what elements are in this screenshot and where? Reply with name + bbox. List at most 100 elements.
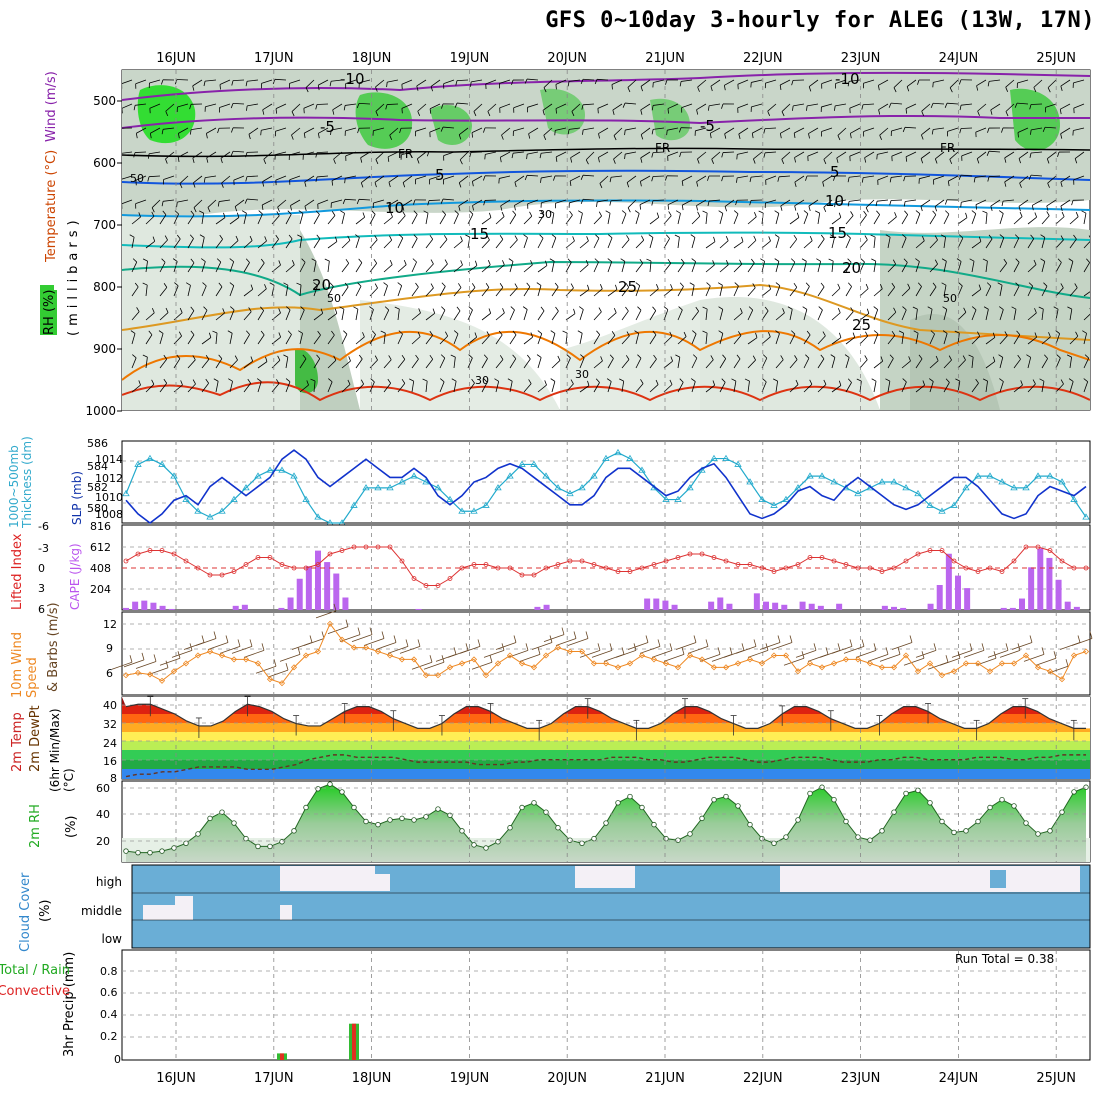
thickness-point — [518, 460, 526, 467]
barb-flag — [999, 234, 1005, 238]
wind-barb — [611, 175, 623, 178]
wind-barb — [929, 214, 937, 225]
wind-barb — [345, 127, 357, 132]
wind-barb — [551, 213, 555, 225]
li-point — [243, 562, 249, 567]
thickness-point — [758, 495, 766, 502]
barb-flag — [598, 157, 600, 163]
wind-barb — [313, 381, 316, 393]
barb-flag — [594, 258, 599, 263]
wind-barb — [262, 199, 273, 206]
barb-flag — [613, 135, 617, 141]
cape-bar — [900, 607, 907, 610]
wind-barb — [215, 261, 222, 273]
thickness-point — [122, 489, 130, 497]
wind-barb — [358, 198, 371, 201]
barb-flag — [1060, 283, 1064, 289]
wind-barb — [752, 127, 763, 134]
barb-flag — [945, 210, 950, 215]
barb-flag — [1086, 258, 1090, 263]
wind-barb — [901, 309, 907, 321]
wind-barb — [921, 103, 931, 112]
wind-barb — [621, 359, 630, 369]
wind-barb — [150, 127, 161, 134]
thk-tick: 584 — [87, 460, 108, 473]
wind-barb — [808, 127, 819, 134]
barb-flag — [306, 380, 309, 386]
precip-tick: 0 — [114, 1053, 121, 1066]
wind-barb — [724, 199, 735, 207]
barb-flag — [648, 234, 654, 238]
wind-barb — [613, 151, 623, 160]
barb-flag — [1019, 182, 1022, 188]
wind-barb — [425, 239, 434, 249]
barb-flag — [609, 200, 612, 206]
wind-barb — [257, 240, 267, 249]
rh-point — [531, 800, 537, 806]
wind-barb — [543, 127, 553, 136]
barb-flag — [330, 129, 332, 135]
wind-barb — [201, 359, 210, 369]
wind-barb — [193, 199, 203, 208]
barb-flag — [1020, 380, 1023, 386]
wind-barb — [201, 285, 207, 297]
barb-flag — [397, 282, 402, 286]
wind-barb — [243, 311, 252, 321]
wind-barb — [509, 261, 514, 273]
wind-barb — [415, 175, 427, 180]
barb-flag — [356, 103, 360, 109]
wind-barb — [1047, 151, 1057, 160]
label-10-b: 10 — [825, 192, 844, 210]
wind-barb — [383, 309, 390, 321]
wind-barb — [495, 359, 504, 369]
wind-barb — [697, 79, 707, 88]
wind-barb — [677, 357, 681, 369]
wind-speed-point — [866, 660, 874, 667]
wind-barb — [327, 334, 335, 345]
barb-flag — [795, 379, 799, 385]
barb-flag — [871, 258, 876, 262]
barb-flag — [245, 152, 248, 158]
barb-flag — [790, 258, 796, 263]
rh-point — [279, 839, 285, 845]
barb-flag — [669, 331, 673, 337]
barb-flag — [656, 212, 660, 218]
barb-flag — [278, 308, 281, 314]
barb-flag — [429, 330, 434, 336]
cape-bar — [927, 603, 934, 610]
wind-speed-point — [494, 660, 502, 667]
wind-barb — [271, 383, 280, 393]
wind-barb — [201, 310, 208, 321]
barb-flag — [791, 80, 794, 86]
barb-flag — [987, 176, 990, 182]
barb-flag — [536, 282, 542, 286]
wind-barb — [495, 312, 505, 321]
barb-flag — [580, 199, 584, 205]
barb-flag — [808, 206, 811, 212]
label-25-b: 25 — [852, 316, 871, 334]
barb-flag — [1068, 378, 1074, 382]
thickness-point — [554, 484, 562, 491]
wind-barb — [737, 151, 749, 155]
cape-bar — [123, 607, 129, 610]
barb-flag — [225, 635, 229, 643]
wind-barb — [159, 359, 168, 369]
wind-barb — [1013, 237, 1020, 249]
barb-flag — [609, 643, 613, 651]
wind-barb — [845, 215, 854, 225]
wind-barb — [509, 381, 513, 393]
barb-flag — [278, 260, 281, 266]
wind-barb — [397, 333, 403, 345]
barb-flag — [499, 157, 502, 163]
label-minus5-b: -5 — [700, 117, 715, 135]
wind-barb — [173, 261, 178, 273]
thickness-point — [914, 489, 922, 497]
barb-flag — [339, 306, 345, 310]
rh-point — [363, 818, 369, 825]
barb-flag — [120, 128, 121, 133]
barb-flag — [794, 181, 797, 188]
rh-point — [411, 817, 417, 823]
wind-barb — [425, 263, 434, 273]
wind-barb — [131, 216, 141, 225]
wind-barb — [219, 103, 231, 108]
